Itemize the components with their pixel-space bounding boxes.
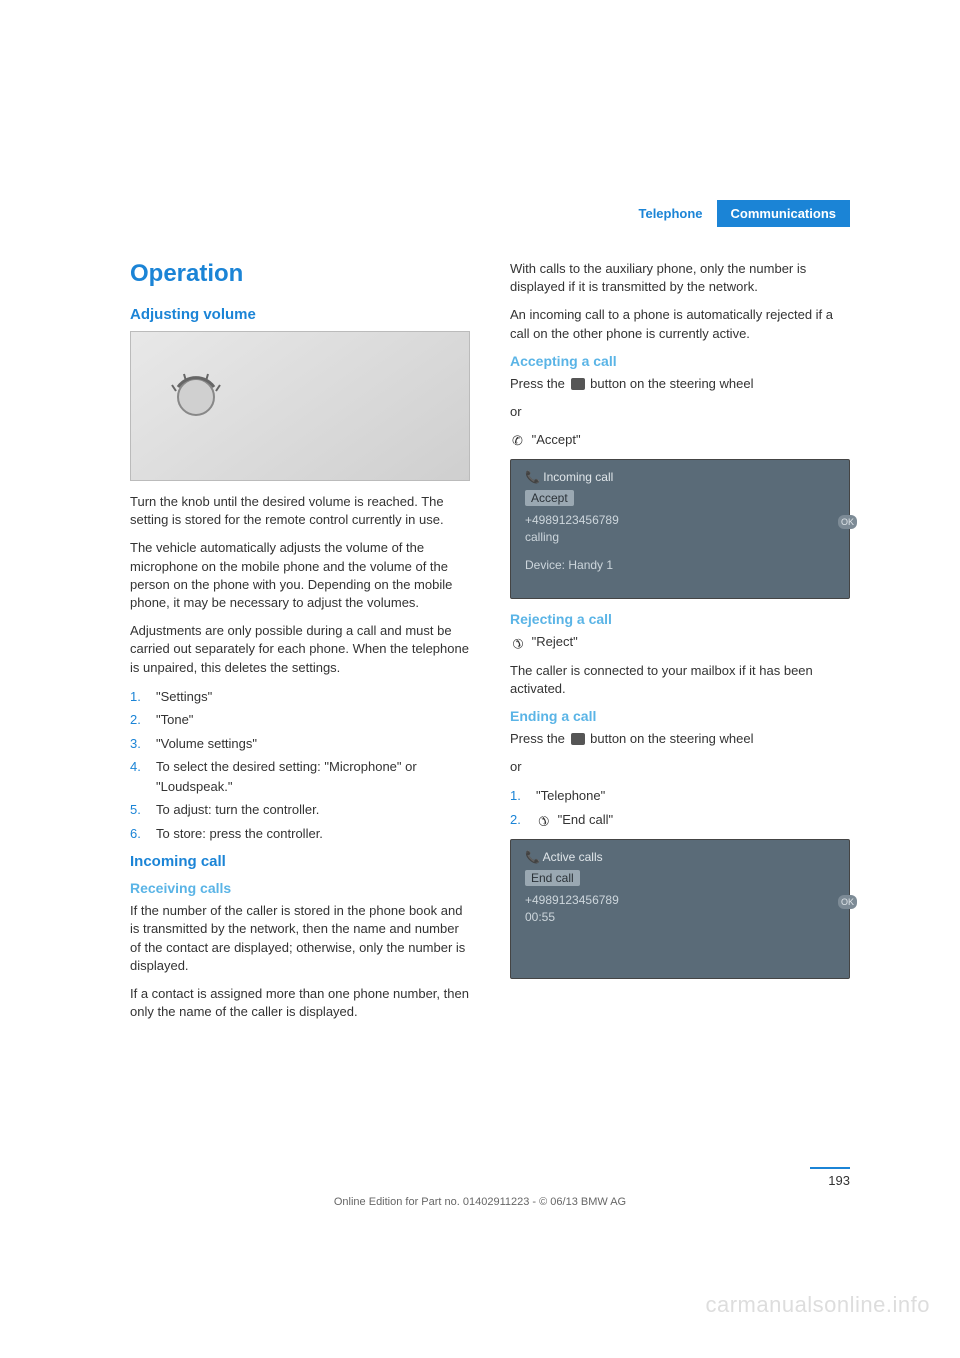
ending-steps-list: "Telephone" "End call" — [510, 786, 850, 829]
screen-title-text: Incoming call — [543, 470, 613, 484]
manual-page: Telephone Communications Operation Adjus… — [0, 0, 960, 1358]
footer-line: Online Edition for Part no. 01402911223 … — [0, 1196, 960, 1208]
para-reject-option: "Reject" — [510, 633, 850, 651]
screen-title-2: 📞 Active calls — [525, 850, 835, 864]
phone-button-icon — [571, 378, 585, 390]
step-item: "Volume settings" — [130, 734, 470, 754]
screen-time: 00:55 — [525, 910, 835, 924]
para-aux-phone: With calls to the auxiliary phone, only … — [510, 260, 850, 296]
para-accept-option: "Accept" — [510, 431, 850, 449]
volume-knob-illustration — [130, 331, 470, 481]
screen-accept-option: Accept — [525, 490, 574, 506]
end-call-label: "End call" — [554, 812, 613, 827]
left-column: Operation Adjusting volume Turn the knob… — [130, 260, 470, 1031]
end-call-icon — [538, 814, 552, 826]
watermark: carmanualsonline.info — [705, 1292, 930, 1318]
step-item: To store: press the controller. — [130, 824, 470, 844]
heading-rejecting-call: Rejecting a call — [510, 611, 850, 627]
step-item: To select the desired setting: "Micropho… — [130, 757, 470, 796]
heading-receiving-calls: Receiving calls — [130, 880, 470, 896]
heading-incoming-call: Incoming call — [130, 853, 470, 870]
content-columns: Operation Adjusting volume Turn the knob… — [130, 260, 850, 1031]
para-volume-3: Adjustments are only possible during a c… — [130, 622, 470, 677]
text-end-post: button on the steering wheel — [587, 731, 754, 746]
header-tabs: Telephone Communications — [624, 200, 850, 227]
screen-number: +4989123456789 — [525, 513, 835, 527]
step-item: "Tone" — [130, 710, 470, 730]
volume-steps-list: "Settings" "Tone" "Volume settings" To s… — [130, 687, 470, 844]
screen-number-2: +4989123456789 — [525, 893, 835, 907]
active-calls-screenshot: 📞 Active calls End call +4989123456789 0… — [510, 839, 850, 979]
heading-adjusting-volume: Adjusting volume — [130, 306, 470, 323]
para-auto-reject: An incoming call to a phone is automatic… — [510, 306, 850, 342]
para-volume-1: Turn the knob until the desired volume i… — [130, 493, 470, 529]
page-number: 193 — [810, 1167, 850, 1188]
accept-icon — [512, 435, 526, 447]
para-accept-press: Press the button on the steering wheel — [510, 375, 850, 393]
step-item: "Settings" — [130, 687, 470, 707]
text-end-pre: Press the — [510, 731, 569, 746]
ok-badge-icon-2: OK — [838, 895, 857, 909]
screen-title-text-2: Active calls — [543, 850, 603, 864]
screen-endcall-option: End call — [525, 870, 580, 886]
para-receiving-1: If the number of the caller is stored in… — [130, 902, 470, 975]
right-column: With calls to the auxiliary phone, only … — [510, 260, 850, 1031]
tab-telephone: Telephone — [624, 200, 716, 227]
para-receiving-2: If a contact is assigned more than one p… — [130, 985, 470, 1021]
ok-badge-icon: OK — [838, 515, 857, 529]
heading-ending-call: Ending a call — [510, 708, 850, 724]
knob-icon — [166, 367, 226, 427]
screen-status: calling — [525, 530, 835, 544]
reject-icon — [512, 637, 526, 649]
heading-accepting-call: Accepting a call — [510, 353, 850, 369]
screen-device: Device: Handy 1 — [525, 558, 835, 572]
step-item: "Telephone" — [510, 786, 850, 806]
step-item: "End call" — [510, 810, 850, 830]
step-item: To adjust: turn the controller. — [130, 800, 470, 820]
phone-button-icon — [571, 733, 585, 745]
tab-communications: Communications — [717, 200, 850, 227]
text-or: or — [510, 403, 850, 421]
text-press-post: button on the steering wheel — [587, 376, 754, 391]
section-title-operation: Operation — [130, 260, 470, 288]
screen-title: 📞 Incoming call — [525, 470, 835, 484]
accept-label: "Accept" — [528, 432, 581, 447]
reject-label: "Reject" — [528, 634, 578, 649]
text-or-2: or — [510, 758, 850, 776]
text-press-pre: Press the — [510, 376, 569, 391]
para-end-press: Press the button on the steering wheel — [510, 730, 850, 748]
para-reject-mailbox: The caller is connected to your mailbox … — [510, 662, 850, 698]
para-volume-2: The vehicle automatically adjusts the vo… — [130, 539, 470, 612]
incoming-call-screenshot: 📞 Incoming call Accept +4989123456789 ca… — [510, 459, 850, 599]
